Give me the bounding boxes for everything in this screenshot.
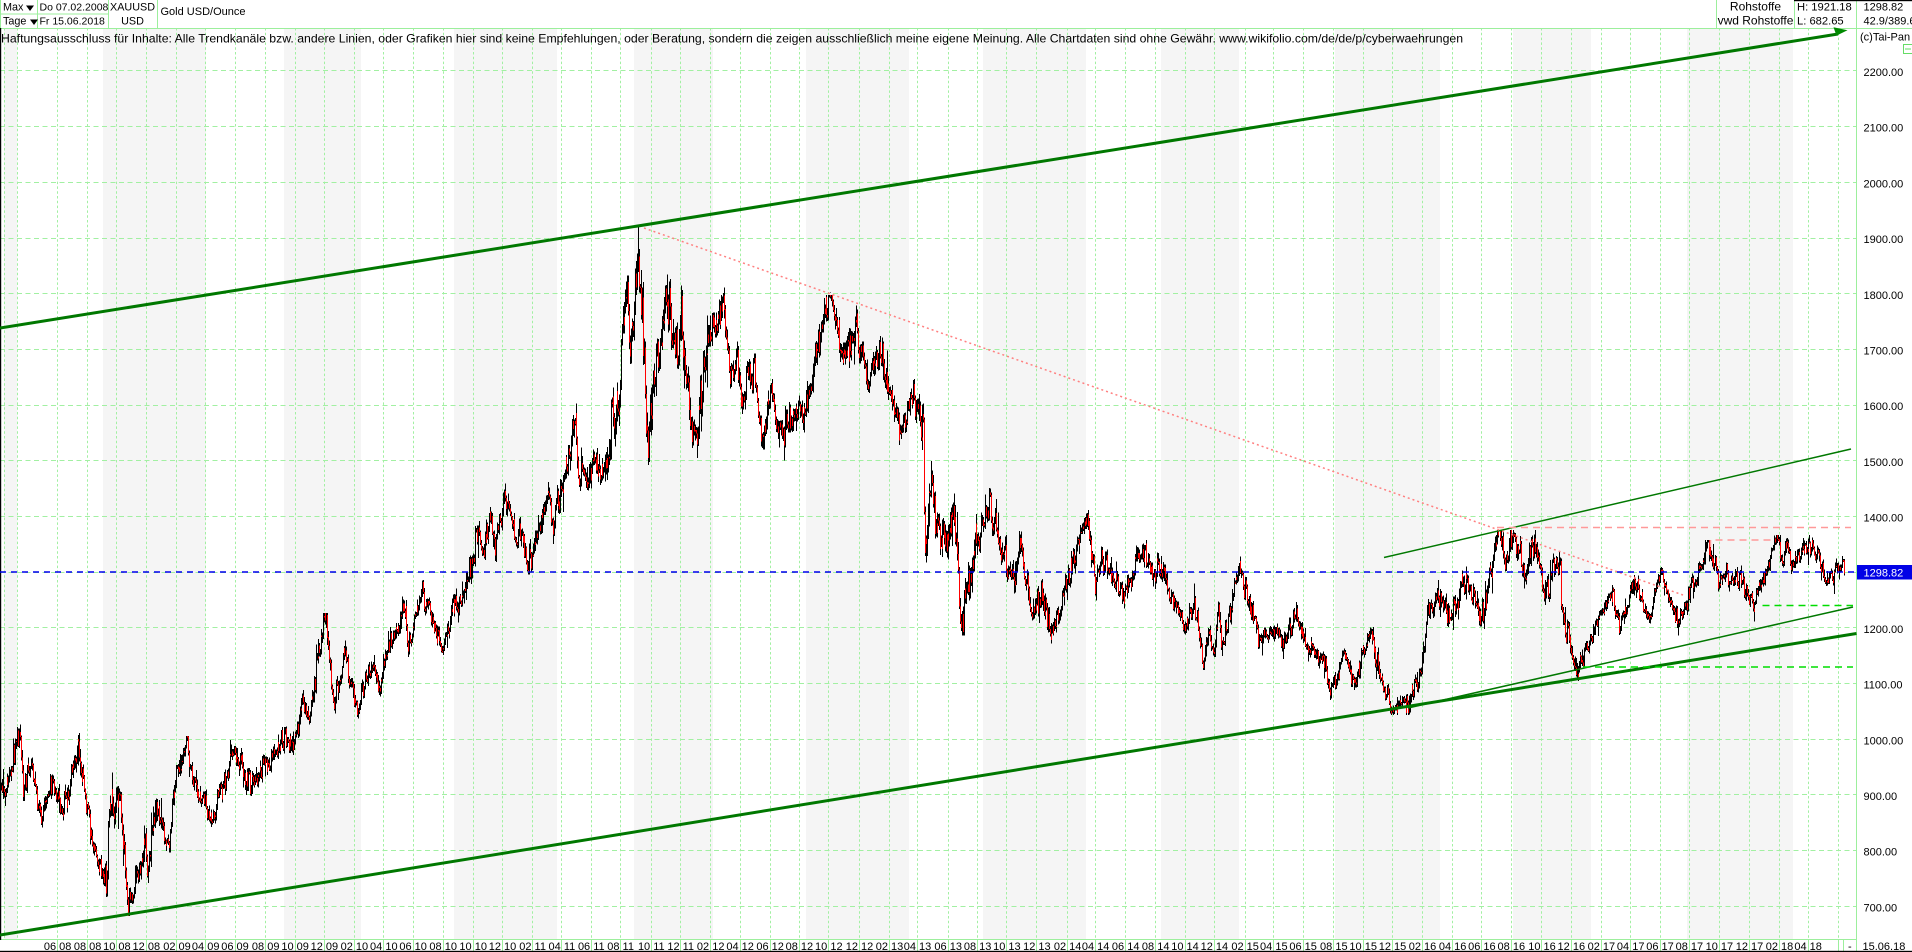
svg-text:06 10: 06 10 [399, 941, 427, 952]
svg-text:04 09: 04 09 [192, 941, 220, 952]
svg-text:04 13: 04 13 [904, 941, 932, 952]
svg-text:02 13: 02 13 [876, 941, 904, 952]
svg-text:08 13: 08 13 [964, 941, 992, 952]
svg-text:700.00: 700.00 [1864, 902, 1898, 914]
svg-text:12 17: 12 17 [1736, 941, 1764, 952]
svg-text:02 10: 02 10 [341, 941, 369, 952]
svg-text:04 12: 04 12 [726, 941, 754, 952]
svg-text:02 09: 02 09 [163, 941, 191, 952]
svg-text:12 08: 12 08 [133, 941, 161, 952]
svg-text:2100.00: 2100.00 [1864, 123, 1904, 135]
svg-text:10 17: 10 17 [1706, 941, 1734, 952]
svg-text:08 15: 08 15 [1320, 941, 1348, 952]
svg-text:12 14: 12 14 [1201, 941, 1229, 952]
svg-text:04 10: 04 10 [370, 941, 398, 952]
svg-text:06 16: 06 16 [1468, 941, 1496, 952]
svg-text:08 12: 08 12 [786, 941, 814, 952]
svg-text:H: 1921.18: H: 1921.18 [1797, 2, 1852, 14]
svg-text:06 11: 06 11 [578, 941, 605, 952]
svg-text:1200.00: 1200.00 [1864, 624, 1904, 636]
svg-text:1700.00: 1700.00 [1864, 345, 1904, 357]
svg-text:08 17: 08 17 [1676, 941, 1704, 952]
svg-text:08 08: 08 08 [74, 941, 102, 952]
svg-text:04 14: 04 14 [1082, 941, 1110, 952]
svg-text:USD: USD [121, 16, 144, 28]
svg-text:15.06.18: 15.06.18 [1863, 941, 1906, 952]
svg-text:1600.00: 1600.00 [1864, 401, 1904, 413]
svg-text:08 09: 08 09 [252, 941, 280, 952]
svg-text:Gold USD/Ounce: Gold USD/Ounce [161, 6, 246, 18]
svg-text:08 16: 08 16 [1498, 941, 1526, 952]
svg-text:12 13: 12 13 [1023, 941, 1051, 952]
svg-text:L: 682.65: L: 682.65 [1797, 16, 1844, 28]
svg-text:12 12: 12 12 [846, 941, 874, 952]
svg-text:02 12: 02 12 [697, 941, 725, 952]
svg-text:1500.00: 1500.00 [1864, 457, 1904, 469]
svg-text:06 09: 06 09 [221, 941, 249, 952]
svg-text:Do 07.02.2008: Do 07.02.2008 [40, 2, 109, 14]
svg-text:10 15: 10 15 [1349, 941, 1377, 952]
svg-text:10 08: 10 08 [103, 941, 131, 952]
svg-text:1900.00: 1900.00 [1864, 234, 1904, 246]
svg-text:Tage: Tage [3, 16, 26, 28]
svg-text:10 13: 10 13 [993, 941, 1021, 952]
svg-text:1100.00: 1100.00 [1864, 680, 1903, 692]
svg-text:-: - [1848, 941, 1852, 952]
svg-text:10 12: 10 12 [815, 941, 843, 952]
svg-text:04 18: 04 18 [1794, 941, 1822, 952]
svg-text:vwd Rohstoffe: vwd Rohstoffe [1718, 14, 1794, 28]
svg-text:12 09: 12 09 [311, 941, 339, 952]
svg-text:Rohstoffe: Rohstoffe [1730, 0, 1781, 14]
svg-text:1298.82: 1298.82 [1864, 568, 1904, 580]
svg-text:02 15: 02 15 [1231, 941, 1259, 952]
svg-text:04 16: 04 16 [1439, 941, 1467, 952]
svg-text:10 11: 10 11 [638, 941, 665, 952]
svg-text:08 14: 08 14 [1142, 941, 1170, 952]
svg-text:1298.82: 1298.82 [1864, 2, 1904, 14]
svg-text:XAUUSD: XAUUSD [110, 2, 155, 14]
svg-text:Max: Max [3, 2, 24, 14]
svg-text:(c)Tai-Pan: (c)Tai-Pan [1860, 32, 1910, 44]
svg-text:Fr 15.06.2018: Fr 15.06.2018 [40, 16, 106, 28]
svg-text:02 16: 02 16 [1409, 941, 1437, 952]
svg-text:10 10: 10 10 [459, 941, 487, 952]
svg-text:06 13: 06 13 [934, 941, 962, 952]
svg-text:2200.00: 2200.00 [1864, 67, 1904, 79]
svg-text:02 14: 02 14 [1054, 941, 1082, 952]
svg-text:06 14: 06 14 [1112, 941, 1140, 952]
svg-text:1800.00: 1800.00 [1864, 290, 1904, 302]
svg-text:02 11: 02 11 [519, 941, 546, 952]
svg-text:02 18: 02 18 [1766, 941, 1794, 952]
svg-text:12 16: 12 16 [1558, 941, 1586, 952]
svg-text:Haftungsausschluss für Inhalte: Haftungsausschluss für Inhalte: Alle Tre… [1, 31, 1463, 45]
svg-text:04 11: 04 11 [549, 941, 576, 952]
svg-text:800.00: 800.00 [1864, 847, 1898, 859]
svg-text:08 10: 08 10 [429, 941, 457, 952]
svg-text:12 11: 12 11 [667, 941, 694, 952]
svg-text:06 17: 06 17 [1646, 941, 1674, 952]
svg-text:06 08: 06 08 [44, 941, 72, 952]
svg-text:08 11: 08 11 [607, 941, 634, 952]
svg-text:04 15: 04 15 [1260, 941, 1288, 952]
svg-text:04 17: 04 17 [1617, 941, 1645, 952]
svg-text:10 14: 10 14 [1171, 941, 1199, 952]
svg-text:2000.00: 2000.00 [1864, 178, 1904, 190]
svg-text:42.9/389.6: 42.9/389.6 [1864, 16, 1912, 28]
svg-text:06 15: 06 15 [1289, 941, 1317, 952]
svg-text:06 12: 06 12 [756, 941, 784, 952]
svg-text:900.00: 900.00 [1864, 791, 1898, 803]
svg-text:1400.00: 1400.00 [1864, 513, 1904, 525]
svg-text:1000.00: 1000.00 [1864, 735, 1904, 747]
svg-text:12 15: 12 15 [1379, 941, 1407, 952]
svg-text:02 17: 02 17 [1588, 941, 1616, 952]
svg-text:12 10: 12 10 [489, 941, 517, 952]
svg-text:10 16: 10 16 [1528, 941, 1556, 952]
svg-text:10 09: 10 09 [281, 941, 309, 952]
